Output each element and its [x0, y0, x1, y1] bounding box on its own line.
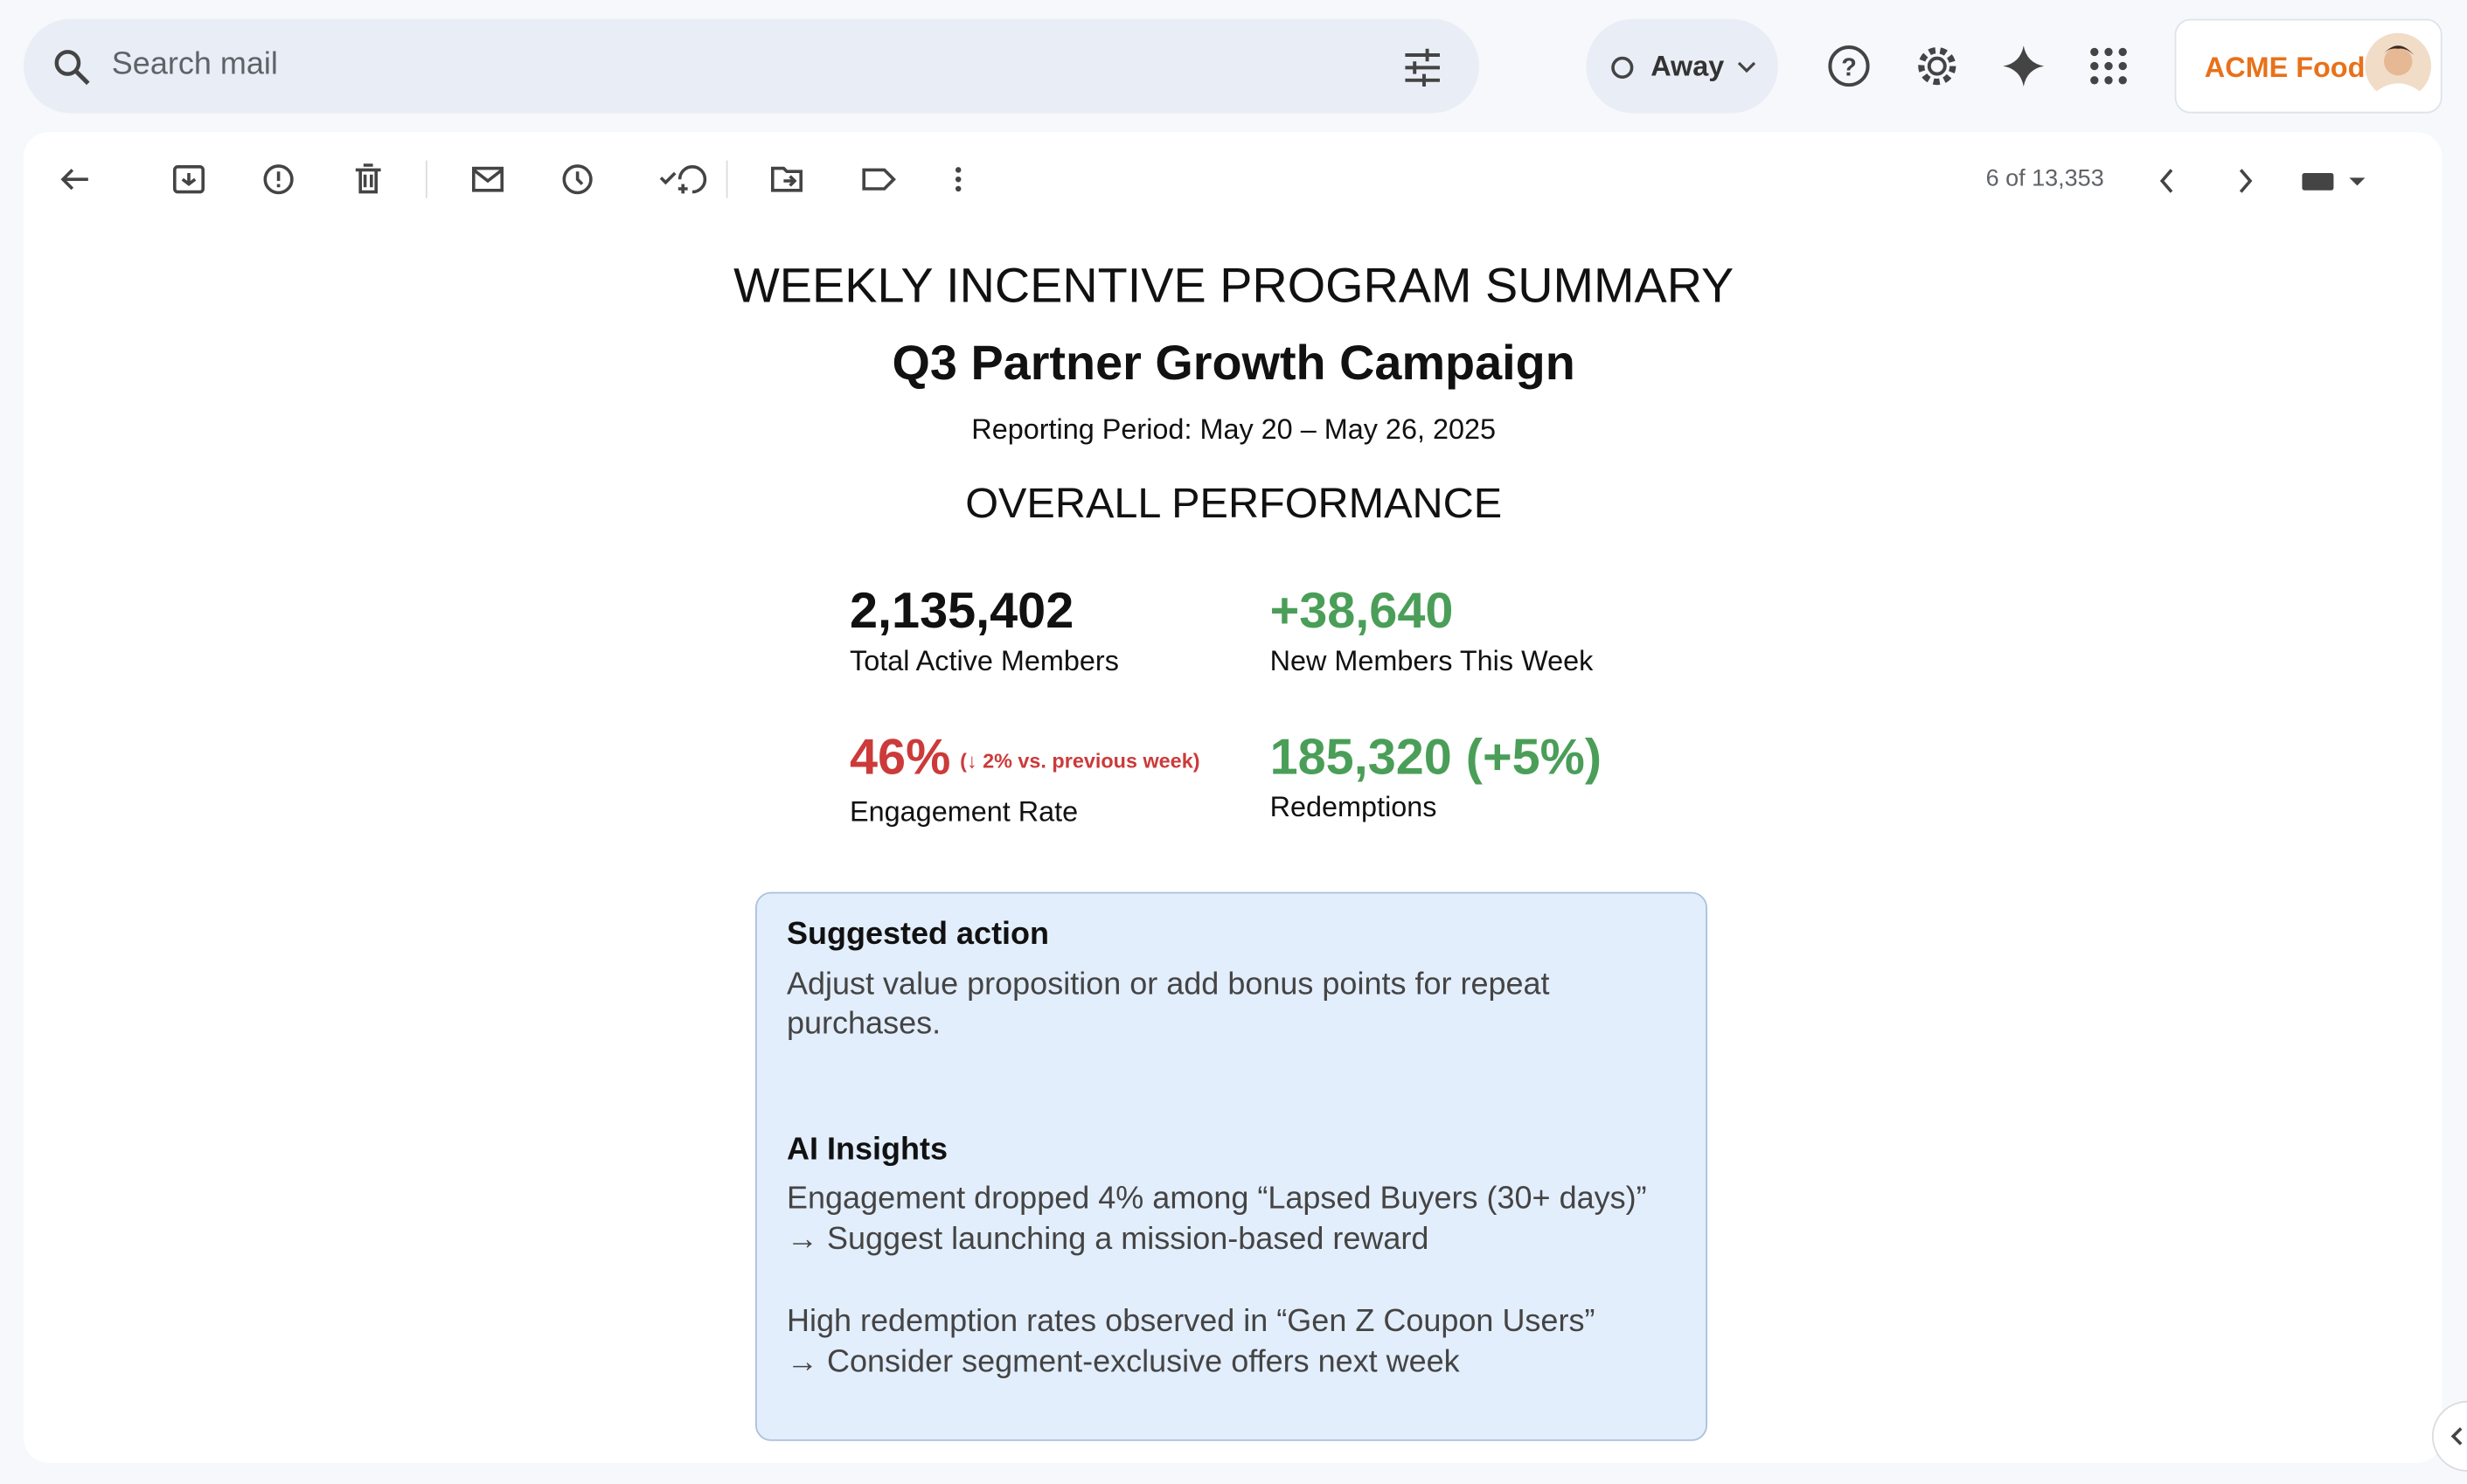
label-button[interactable]	[862, 168, 896, 191]
unread-button[interactable]	[471, 166, 504, 192]
reporting-period: Reporting Period: May 20 – May 26, 2025	[971, 413, 1497, 446]
account-switcher[interactable]: ACME Food	[2174, 18, 2443, 114]
search-placeholder: Search mail	[111, 47, 278, 82]
prev-button[interactable]	[2159, 169, 2173, 193]
search-icon[interactable]	[52, 47, 93, 88]
toolbar	[60, 160, 962, 198]
insight-action: → Consider segment-exclusive offers next…	[787, 1344, 1460, 1379]
metric-label: New Members This Week	[1269, 645, 1594, 676]
metric-value: +38,640	[1269, 582, 1454, 639]
more-button[interactable]	[955, 167, 962, 192]
metric: +38,640 New Members This Week	[1270, 582, 1594, 678]
section-heading: OVERALL PERFORMANCE	[965, 480, 1503, 527]
chevron	[1737, 61, 1756, 73]
suggested-heading: Suggested action	[787, 917, 1050, 952]
email-title: WEEKLY INCENTIVE PROGRAM SUMMARY	[733, 258, 1734, 314]
suggested-text: Adjust value proposition or add bonus po…	[787, 967, 1550, 1042]
metric-label: Total Active Members	[850, 645, 1119, 676]
header-icons: ?	[1828, 45, 2127, 87]
side-panel-toggle[interactable]	[2423, 1400, 2467, 1473]
insight-finding: Engagement dropped 4% among “Lapsed Buye…	[787, 1181, 1647, 1217]
archive-button[interactable]	[172, 164, 205, 194]
svg-text:?: ?	[1841, 53, 1857, 81]
metric-note: (↓ 2% vs. previous week)	[960, 748, 1200, 773]
insight-action: → Suggest launching a mission-based rewa…	[787, 1221, 1429, 1257]
metric-value: 185,320 (+5%)	[1269, 728, 1602, 786]
help-icon[interactable]: ?	[1828, 45, 1870, 87]
snooze-button[interactable]	[562, 164, 593, 195]
pagination: 6 of 13,353	[1985, 165, 2104, 192]
metric: 2,135,402 Total Active Members	[850, 582, 1119, 678]
filter-icon[interactable]	[1402, 47, 1443, 88]
metric: 185,320 (+5%) Redemptions	[1270, 728, 1602, 824]
account-name: ACME Food	[2204, 52, 2366, 84]
next-button[interactable]	[2239, 169, 2253, 193]
email-subtitle: Q3 Partner Growth Campaign	[892, 335, 1575, 391]
avatar	[2365, 32, 2431, 100]
settings-icon[interactable]	[1918, 46, 1956, 86]
status-icon	[1611, 56, 1634, 79]
search-bar[interactable]: Search mail	[24, 18, 1479, 114]
task-button[interactable]	[659, 165, 707, 194]
insights-heading: AI Insights	[787, 1132, 949, 1167]
move-button[interactable]	[770, 166, 803, 192]
delete-button[interactable]	[355, 163, 381, 194]
insight-box: Suggested action Adjust value propositio…	[755, 891, 1707, 1441]
status-pill[interactable]: Away	[1586, 18, 1778, 114]
input-tools[interactable]	[2302, 173, 2366, 191]
metric-label: Engagement Rate	[850, 795, 1079, 828]
metric: 46% (↓ 2% vs. previous week) Engagement R…	[850, 728, 1200, 829]
metric-value: 46%	[850, 728, 951, 786]
gemini-icon[interactable]	[2003, 45, 2045, 87]
metric-value: 2,135,402	[850, 582, 1074, 639]
spam-button[interactable]	[263, 164, 294, 195]
back-button[interactable]	[60, 169, 88, 191]
apps-icon[interactable]	[2090, 47, 2127, 85]
insight-finding: High redemption rates observed in “Gen Z…	[787, 1304, 1595, 1339]
metric-label: Redemptions	[1269, 791, 1437, 823]
pager-controls	[2159, 169, 2366, 193]
status-label: Away	[1650, 50, 1725, 82]
